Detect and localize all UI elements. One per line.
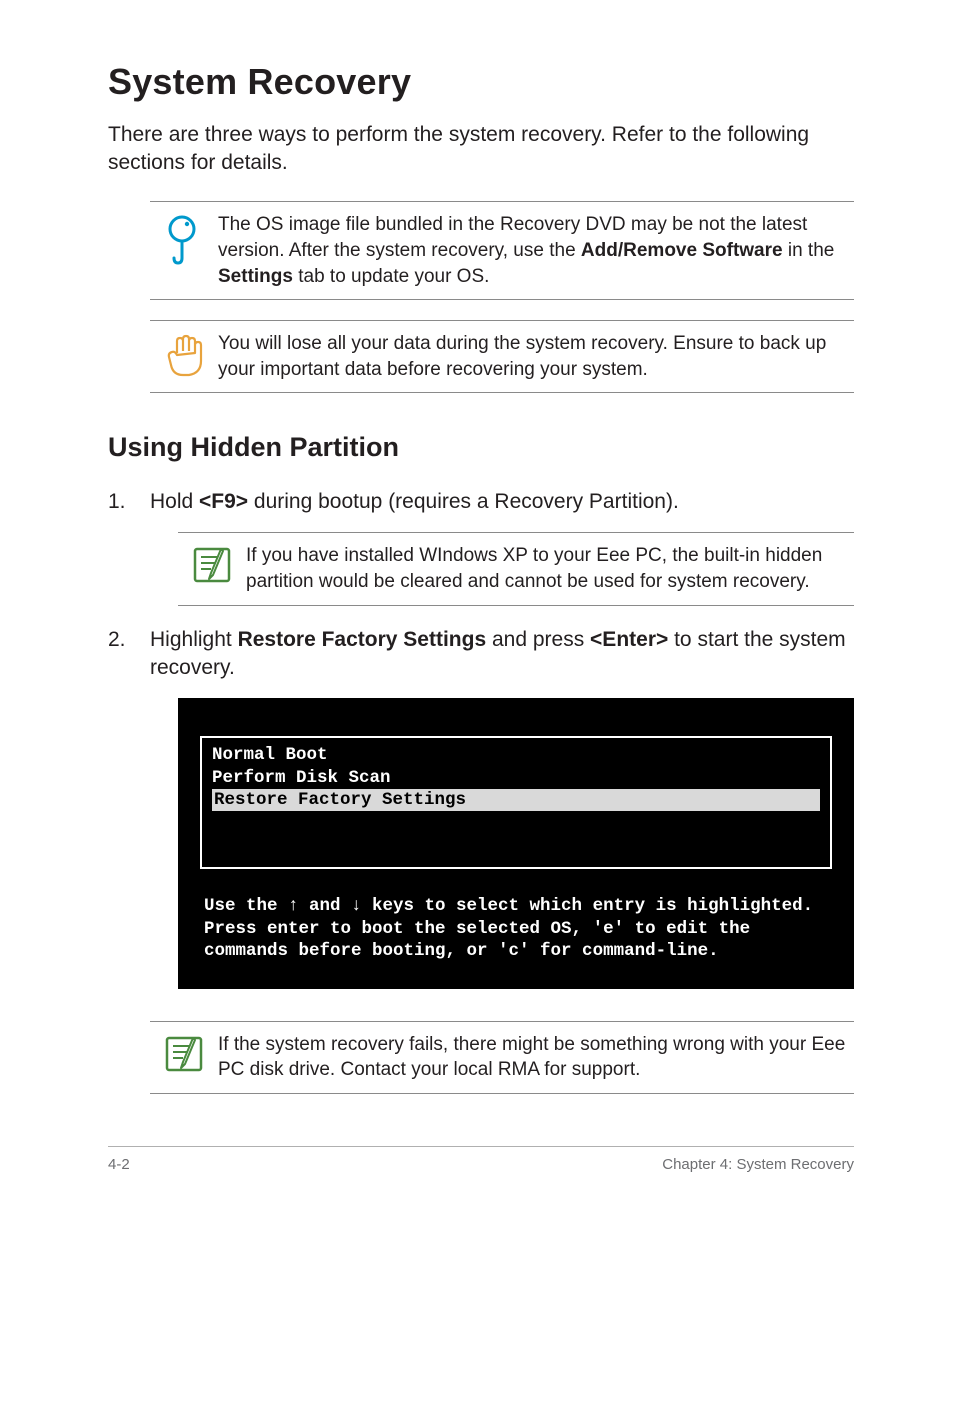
intro-paragraph: There are three ways to perform the syst… <box>108 121 854 178</box>
boot-option-selected: Restore Factory Settings <box>212 789 820 811</box>
note-callout-1: If you have installed WIndows XP to your… <box>178 532 854 605</box>
tip-text: The OS image file bundled in the Recover… <box>218 212 846 289</box>
note-text: If you have installed WIndows XP to your… <box>246 543 846 594</box>
boot-menu-box: Normal Boot Perform Disk Scan Restore Fa… <box>200 736 832 869</box>
warning-text: You will lose all your data during the s… <box>218 331 846 382</box>
step-body: Highlight Restore Factory Settings and p… <box>150 626 854 683</box>
warning-callout: You will lose all your data during the s… <box>150 320 854 393</box>
boot-menu-screenshot: Normal Boot Perform Disk Scan Restore Fa… <box>178 698 854 988</box>
step-number: 2. <box>108 626 150 683</box>
boot-option: Normal Boot <box>212 744 820 766</box>
page-footer: 4-2 Chapter 4: System Recovery <box>108 1146 854 1175</box>
step-1: 1. Hold <F9> during bootup (requires a R… <box>108 488 854 516</box>
step-body: Hold <F9> during bootup (requires a Reco… <box>150 488 854 516</box>
section-heading: Using Hidden Partition <box>108 429 854 465</box>
magnifier-icon <box>150 212 218 266</box>
note-text: If the system recovery fails, there migh… <box>218 1032 846 1083</box>
page-number: 4-2 <box>108 1155 130 1175</box>
hand-icon <box>150 331 218 379</box>
notepad-icon <box>150 1032 218 1074</box>
notepad-icon <box>178 543 246 585</box>
chapter-label: Chapter 4: System Recovery <box>662 1155 854 1175</box>
boot-option: Perform Disk Scan <box>212 767 820 789</box>
tip-callout: The OS image file bundled in the Recover… <box>150 201 854 300</box>
boot-help-text: Use the ↑ and ↓ keys to select which ent… <box>200 895 832 962</box>
step-number: 1. <box>108 488 150 516</box>
step-2: 2. Highlight Restore Factory Settings an… <box>108 626 854 683</box>
page-title: System Recovery <box>108 58 854 107</box>
note-callout-2: If the system recovery fails, there migh… <box>150 1021 854 1094</box>
